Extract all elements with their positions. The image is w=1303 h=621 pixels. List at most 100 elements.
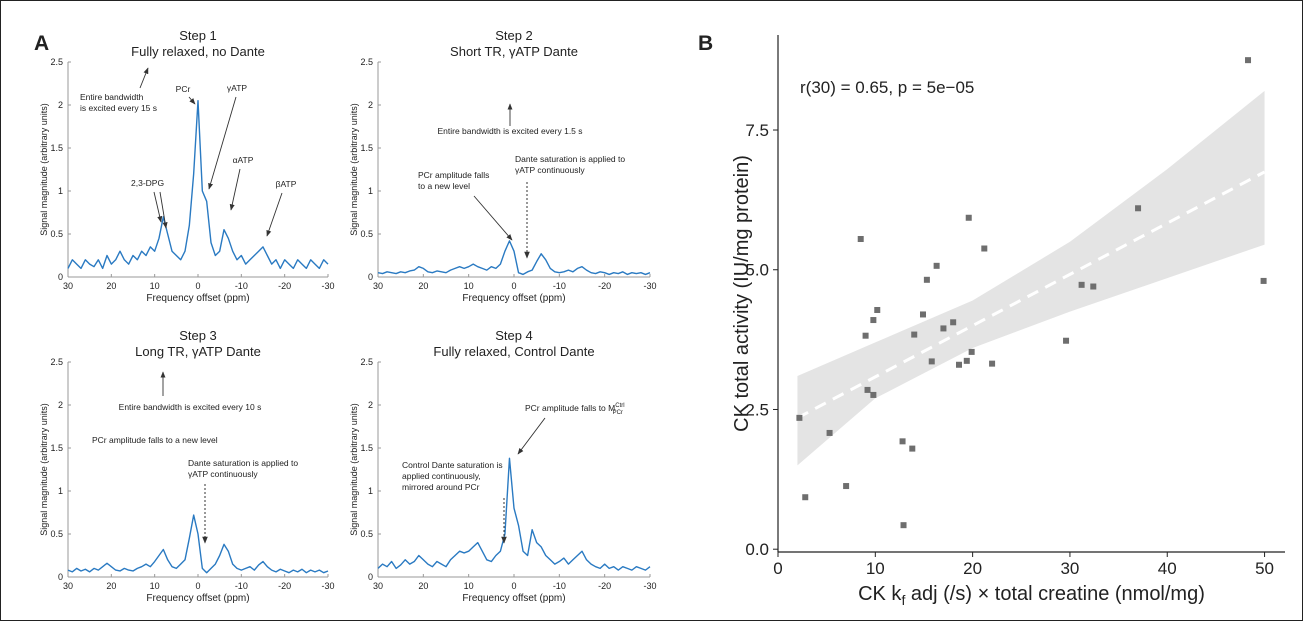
y-tick-label: 5.0 xyxy=(745,261,769,280)
data-point xyxy=(1245,57,1252,64)
annotation: is excited every 15 s xyxy=(80,103,157,113)
annotation: Dante saturation is applied to xyxy=(188,458,298,468)
spectrum-line xyxy=(67,100,329,270)
annotation-sup: Ctrl xyxy=(615,403,624,409)
annotation-sub: PCr xyxy=(613,410,623,416)
x-tick-label: 10 xyxy=(464,281,474,291)
x-axis-label: Frequency offset (ppm) xyxy=(462,293,565,304)
y-tick-label: 0 xyxy=(58,572,63,582)
x-tick-label: 0 xyxy=(511,581,516,591)
chart-subtitle: Long TR, γATP Dante xyxy=(135,344,261,359)
data-point xyxy=(899,438,906,445)
data-point xyxy=(965,214,972,221)
y-tick-label: 0.5 xyxy=(50,229,63,239)
annotation: to a new level xyxy=(418,181,470,191)
data-point xyxy=(1078,281,1085,288)
data-point xyxy=(864,386,871,393)
x-tick-label: 30 xyxy=(63,281,73,291)
x-tick-label: 20 xyxy=(106,281,116,291)
x-tick-label: 0 xyxy=(773,559,782,578)
y-tick-label: 1.5 xyxy=(360,143,373,153)
x-tick-label: -30 xyxy=(643,581,656,591)
y-tick-label: 0.5 xyxy=(360,229,373,239)
y-axis-label: CK total activity (IU/mg protein) xyxy=(731,155,753,432)
y-tick-label: 2.5 xyxy=(360,57,373,67)
x-tick-label: 10 xyxy=(866,559,885,578)
annotation: PCr amplitude falls to MCtrl PCr xyxy=(525,403,625,416)
x-tick-label: -30 xyxy=(321,281,334,291)
annotation: PCr xyxy=(176,84,191,94)
annotation-arrow xyxy=(208,96,237,190)
y-tick-label: 0.5 xyxy=(50,529,63,539)
spectrum-line xyxy=(377,457,651,571)
chart-title: Step 2 xyxy=(495,28,533,43)
annotation-arrow xyxy=(266,192,283,237)
x-tick-label: 40 xyxy=(1158,559,1177,578)
annotation-arrow xyxy=(229,168,241,211)
annotation: Entire bandwidth is excited every 10 s xyxy=(119,402,262,412)
annotation: mirrored around PCr xyxy=(402,482,480,492)
data-point xyxy=(870,317,877,324)
y-tick-label: 2.5 xyxy=(50,357,63,367)
annotation-arrow xyxy=(188,96,196,105)
y-tick-label: 0 xyxy=(368,572,373,582)
y-tick-label: 1.5 xyxy=(50,443,63,453)
annotation: PCr amplitude falls to a new level xyxy=(92,435,218,445)
x-tick-label: 30 xyxy=(373,281,383,291)
chart-title: Step 1 xyxy=(179,28,217,43)
annotation-arrow xyxy=(517,417,546,455)
data-point xyxy=(870,391,877,398)
data-point xyxy=(826,429,833,436)
data-point xyxy=(909,445,916,452)
x-tick-label: 0 xyxy=(195,281,200,291)
annotation: γATP xyxy=(227,83,247,93)
x-tick-label: -20 xyxy=(278,581,291,591)
regression-line xyxy=(796,170,1266,420)
x-tick-label: 0 xyxy=(511,281,516,291)
data-point xyxy=(956,361,963,368)
x-tick-label: 10 xyxy=(464,581,474,591)
x-axis-label: Frequency offset (ppm) xyxy=(146,293,249,304)
y-tick-label: 0 xyxy=(58,272,63,282)
annotation-arrow xyxy=(139,67,149,89)
data-point xyxy=(900,522,907,529)
panel-label: A xyxy=(34,32,49,55)
x-tick-label: -20 xyxy=(278,281,291,291)
annotation: PCr amplitude falls xyxy=(418,170,489,180)
data-point xyxy=(968,348,975,355)
annotation: applied continuously, xyxy=(402,471,481,481)
x-tick-label: -20 xyxy=(598,581,611,591)
x-tick-label: 20 xyxy=(418,581,428,591)
annotation-arrow xyxy=(473,195,513,241)
y-axis-label: Signal magnitude (arbitrary units) xyxy=(349,103,359,236)
x-axis-label-text: CK k xyxy=(858,583,902,605)
data-point xyxy=(843,483,850,490)
chart-title: Step 3 xyxy=(179,328,217,343)
y-tick-label: 0.0 xyxy=(745,540,769,559)
y-tick-label: 1 xyxy=(368,186,373,196)
data-point xyxy=(940,325,947,332)
data-point xyxy=(923,276,930,283)
annotation: Dante saturation is applied to xyxy=(515,154,625,164)
data-point xyxy=(981,245,988,252)
x-axis-label: Frequency offset (ppm) xyxy=(462,593,565,604)
x-axis-label: CK kf adj (/s) × total creatine (nmol/mg… xyxy=(858,583,1205,608)
data-point xyxy=(1135,205,1142,212)
y-axis-label: Signal magnitude (arbitrary units) xyxy=(39,103,49,236)
annotation: γATP continuously xyxy=(188,469,258,479)
annotation-arrow xyxy=(153,191,163,223)
annotation: Entire bandwidth is excited every 1.5 s xyxy=(437,126,582,136)
spectrum-line xyxy=(67,514,329,574)
x-axis-label-rest: adj (/s) × total creatine (nmol/mg) xyxy=(905,583,1205,605)
x-tick-label: -10 xyxy=(235,281,248,291)
data-point xyxy=(802,494,809,501)
data-point xyxy=(911,331,918,338)
x-tick-label: -30 xyxy=(321,581,334,591)
data-point xyxy=(1260,277,1267,284)
x-tick-label: -10 xyxy=(553,581,566,591)
y-tick-label: 2 xyxy=(368,100,373,110)
chart-title: Step 4 xyxy=(495,328,533,343)
y-tick-label: 1.5 xyxy=(360,443,373,453)
y-tick-label: 1.5 xyxy=(50,143,63,153)
